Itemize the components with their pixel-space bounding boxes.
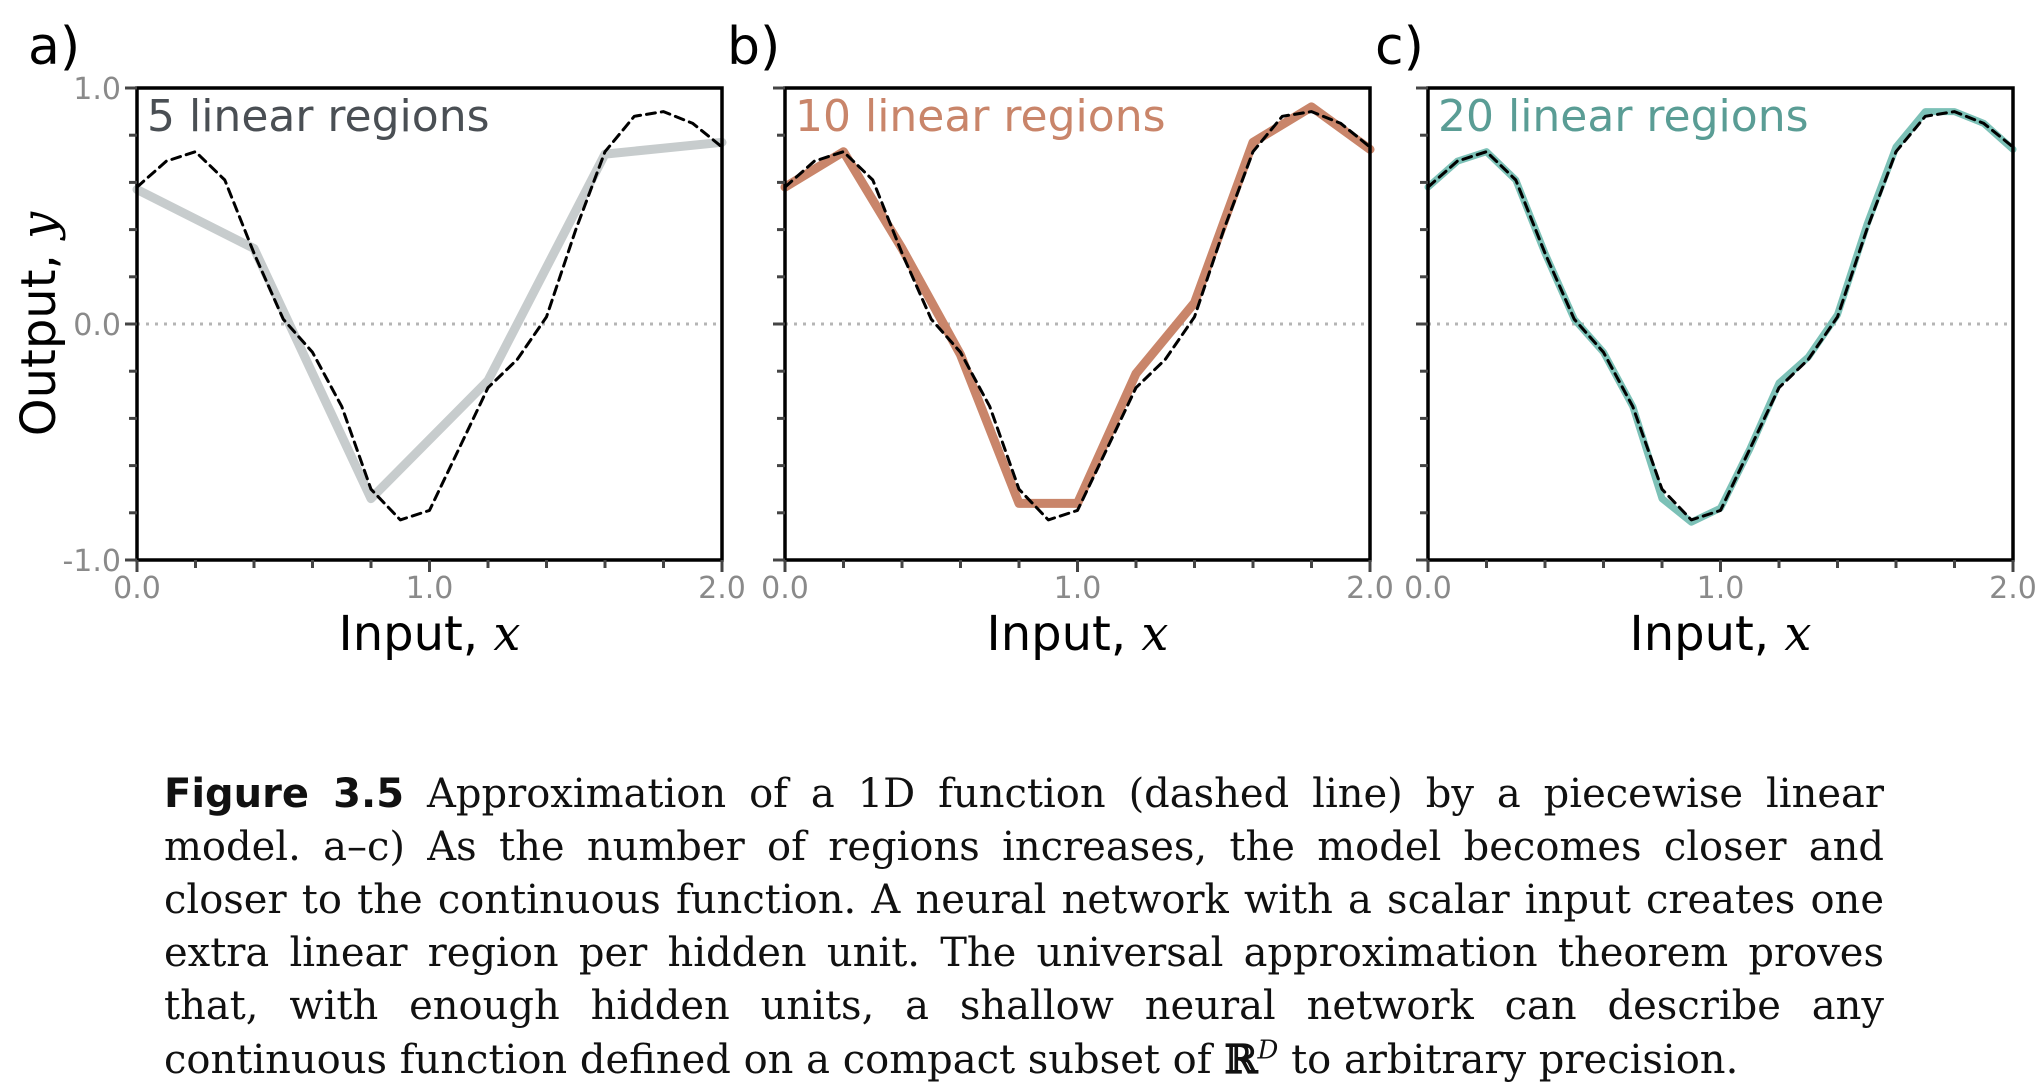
x-tick-label: 2.0: [1989, 571, 2037, 606]
target-function-line: [135, 110, 724, 522]
panel-1: 0.0 1.0 2.0-1.00.01.0a)5 linear regionsInp…: [11, 17, 746, 662]
panel-label: a): [28, 17, 80, 77]
region-count-annotation: 10 linear regions: [795, 91, 1166, 142]
piecewise-linear-model-line: [780, 102, 1375, 508]
caption-text-part2: to arbitrary precision.: [1278, 1037, 1739, 1083]
y-tick-label: -1.0: [62, 544, 121, 579]
x-axis-label: Input, x: [1630, 606, 1812, 662]
x-axis-label-variable: x: [1141, 606, 1168, 662]
x-axis-label-text: Input,: [339, 606, 494, 662]
x-tick-label: 0.0: [761, 571, 809, 606]
figure-3-5: 0.0 1.0 2.0-1.00.01.0a)5 linear regionsInp…: [11, 17, 2037, 662]
x-axis-label-text: Input,: [987, 606, 1142, 662]
x-axis-label-variable: x: [493, 606, 520, 662]
caption-text-part1: Approximation of a 1D function (dashed l…: [164, 771, 1884, 1083]
region-count-annotation: 20 linear regions: [1438, 91, 1809, 142]
panel-label: c): [1375, 17, 1424, 77]
region-count-annotation: 5 linear regions: [147, 91, 490, 142]
y-axis-label-variable: y: [11, 211, 67, 241]
caption-superscript: D: [1257, 1035, 1279, 1066]
x-tick-label: 1.0: [1054, 571, 1102, 606]
panel-3: 0.0 1.0 2.0 c) 20 linear regions Input, x: [1375, 17, 2037, 662]
x-tick-label: 1.0: [406, 571, 454, 606]
y-tick-label: 0.0: [73, 308, 121, 343]
target-function-line: [783, 110, 1372, 522]
x-tick-label: 2.0: [1346, 571, 1394, 606]
piecewise-linear-model-line: [1424, 108, 2017, 526]
target-function-line: [1426, 110, 2015, 522]
caption-lead: Figure 3.5: [164, 771, 405, 817]
panel-label: b): [727, 17, 780, 77]
panel-2: 0.0 1.0 2.0 b) 10 linear regions Input, x: [727, 17, 1394, 662]
x-tick-label: 1.0: [1697, 571, 1745, 606]
x-axis-label-text: Input,: [1630, 606, 1785, 662]
caption-set-symbol: ℝ: [1224, 1036, 1258, 1083]
x-axis-label-variable: x: [1784, 606, 1811, 662]
x-axis-label: Input, x: [987, 606, 1169, 662]
y-axis-label: Output, y: [11, 211, 67, 436]
x-tick-label: 0.0: [1404, 571, 1452, 606]
x-tick-label: 2.0: [698, 571, 746, 606]
piecewise-linear-model-line: [132, 137, 727, 504]
y-tick-label: 1.0: [73, 72, 121, 107]
x-axis-label: Input, x: [339, 606, 521, 662]
y-axis-label-text: Output,: [11, 239, 67, 436]
figure-caption: Figure 3.5 Approximation of a 1D functio…: [164, 768, 1884, 1087]
x-tick-label: 0.0: [113, 571, 161, 606]
